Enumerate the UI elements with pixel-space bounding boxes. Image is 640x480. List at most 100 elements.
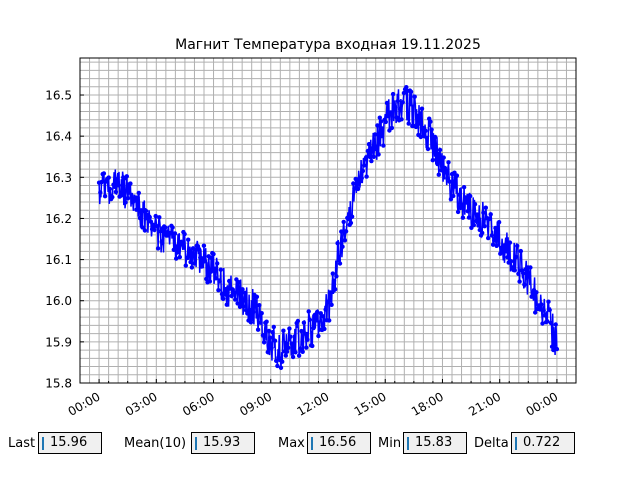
stat-max-field[interactable]: 16.56 xyxy=(307,432,371,454)
data-point xyxy=(192,261,197,266)
data-point xyxy=(417,121,422,126)
stat-mean-value: 15.93 xyxy=(203,435,241,450)
data-point xyxy=(176,246,181,251)
data-point xyxy=(189,265,195,270)
data-point xyxy=(428,119,433,124)
data-point xyxy=(207,279,213,284)
data-point xyxy=(323,307,328,312)
x-tick-label: 03:00 xyxy=(123,389,160,418)
data-point xyxy=(408,89,414,95)
data-point xyxy=(374,144,379,149)
data-point xyxy=(133,198,138,203)
data-point xyxy=(552,342,557,347)
data-point xyxy=(352,186,357,191)
data-point xyxy=(275,363,280,369)
data-point xyxy=(142,228,148,233)
y-tick-label: 16.0 xyxy=(45,294,72,308)
data-point xyxy=(464,200,469,205)
data-point xyxy=(257,303,262,308)
data-point xyxy=(98,190,103,195)
data-point xyxy=(380,126,385,131)
data-point xyxy=(260,333,266,338)
data-point xyxy=(155,246,161,251)
data-point xyxy=(222,292,227,297)
stat-min-field[interactable]: 15.83 xyxy=(403,432,467,454)
data-point xyxy=(307,317,313,322)
y-tick-label: 16.2 xyxy=(45,212,72,226)
data-point xyxy=(99,179,104,185)
data-point xyxy=(180,242,185,247)
stat-mean-field[interactable]: 15.93 xyxy=(191,432,255,454)
data-point xyxy=(495,228,501,234)
data-point xyxy=(158,229,163,234)
data-point xyxy=(337,261,343,266)
data-point xyxy=(333,287,338,292)
stat-delta-field[interactable]: 0.722 xyxy=(511,432,575,454)
data-point xyxy=(302,331,308,336)
data-point xyxy=(429,127,434,132)
data-point xyxy=(233,297,238,302)
stat-last-field[interactable]: 15.96 xyxy=(38,432,102,454)
data-point xyxy=(183,263,188,268)
data-point xyxy=(101,171,107,176)
data-point xyxy=(439,168,444,173)
data-point xyxy=(434,157,439,162)
data-point xyxy=(471,222,476,228)
data-point xyxy=(455,209,461,215)
data-point xyxy=(188,259,193,265)
data-point xyxy=(448,197,454,202)
data-point xyxy=(249,316,255,322)
data-point xyxy=(375,123,380,128)
data-point xyxy=(201,243,207,248)
data-point xyxy=(443,168,449,174)
data-point xyxy=(339,229,344,234)
stat-last-value: 15.96 xyxy=(50,435,88,450)
x-tick-label: 06:00 xyxy=(180,389,217,418)
data-point xyxy=(400,100,405,105)
data-point xyxy=(542,313,548,318)
data-point xyxy=(106,175,111,180)
stat-min-label: Min xyxy=(378,436,402,451)
data-point xyxy=(522,282,527,287)
data-point xyxy=(278,365,284,370)
data-point xyxy=(159,239,164,244)
data-point xyxy=(451,193,456,199)
data-point xyxy=(172,231,178,236)
data-point xyxy=(483,205,488,210)
data-point xyxy=(388,110,393,115)
data-point xyxy=(151,222,156,227)
data-point xyxy=(137,215,143,221)
data-point xyxy=(298,346,303,351)
data-point xyxy=(377,115,382,120)
data-point xyxy=(399,117,404,122)
data-point xyxy=(177,254,182,260)
data-point xyxy=(460,215,466,220)
data-point xyxy=(381,143,386,148)
data-point xyxy=(221,296,226,301)
data-point xyxy=(208,255,214,260)
data-point xyxy=(281,328,286,333)
data-point xyxy=(152,227,157,233)
x-tick-label: 21:00 xyxy=(466,389,503,418)
data-point xyxy=(393,105,398,110)
data-point xyxy=(113,189,119,195)
data-point xyxy=(140,225,145,230)
data-point xyxy=(433,134,438,140)
data-point xyxy=(364,174,369,179)
data-point xyxy=(472,202,478,207)
data-point xyxy=(198,255,203,260)
data-point xyxy=(245,311,250,316)
data-point xyxy=(390,91,396,97)
data-point xyxy=(306,309,311,314)
data-point xyxy=(202,258,208,264)
data-point xyxy=(325,299,331,305)
data-point xyxy=(372,132,378,137)
data-point xyxy=(378,119,384,124)
data-point xyxy=(328,290,333,295)
data-point xyxy=(330,271,335,276)
data-point xyxy=(248,320,254,325)
data-point xyxy=(404,85,409,90)
data-point xyxy=(289,341,295,346)
x-tick-label: 18:00 xyxy=(409,389,446,418)
data-point xyxy=(254,294,260,299)
